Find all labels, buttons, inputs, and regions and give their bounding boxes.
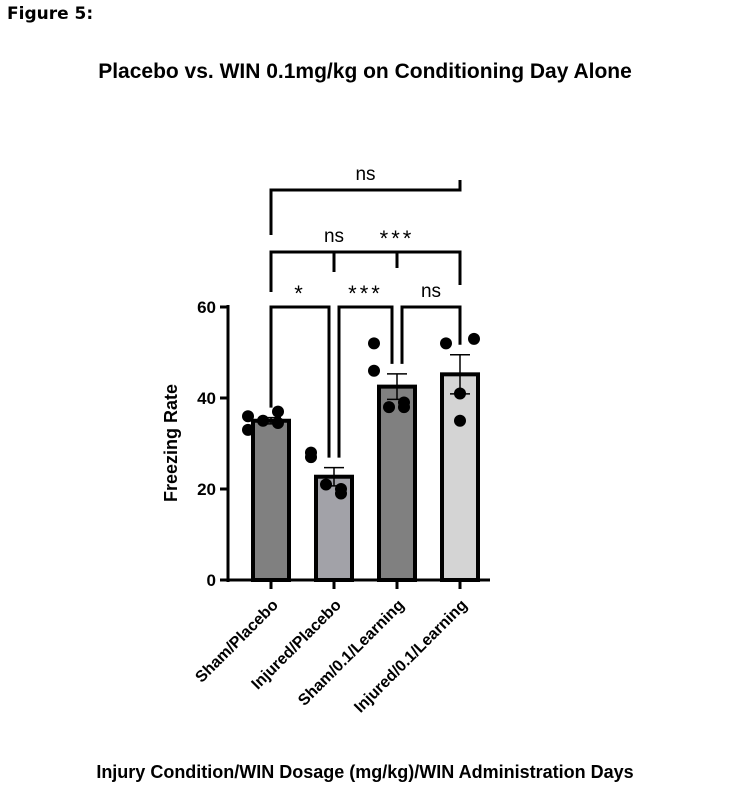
x-tick-label: Sham/0.1/Learning [295, 597, 408, 710]
significance-bracket [269, 180, 462, 235]
data-point [242, 423, 254, 436]
significance-bracket [332, 250, 462, 285]
y-tick-label: 20 [197, 480, 216, 499]
significance-label: ns [355, 164, 375, 185]
significance-label: *** [348, 281, 383, 306]
chart-title: Placebo vs. WIN 0.1mg/kg on Conditioning… [98, 60, 632, 83]
data-point [242, 410, 254, 423]
bar-3 [440, 372, 480, 582]
significance-label: *** [380, 226, 415, 251]
data-point [383, 401, 395, 414]
data-point [272, 417, 284, 430]
significance-label: ns [421, 281, 441, 302]
data-point [398, 401, 410, 414]
y-axis-label: Freezing Rate [161, 384, 181, 502]
x-axis-label: Injury Condition/WIN Dosage (mg/kg)/WIN … [96, 762, 633, 782]
data-point [272, 405, 284, 418]
data-point [454, 387, 466, 400]
significance-bracket [400, 305, 462, 364]
figure-label: Figure 5: [7, 4, 94, 24]
significance-bracket [337, 305, 394, 458]
y-tick-label: 40 [197, 389, 216, 408]
data-point [257, 414, 269, 427]
data-point [454, 414, 466, 427]
significance-bracket [269, 305, 331, 458]
data-point [468, 332, 480, 345]
data-point [335, 483, 347, 495]
significance-label: ns [324, 226, 344, 247]
data-point [440, 337, 452, 350]
data-point [368, 364, 380, 377]
y-tick-label: 0 [207, 571, 216, 590]
data-point [320, 478, 332, 491]
x-tick-label: Injured/0.1/Learning [351, 597, 471, 717]
data-point [305, 451, 317, 464]
data-point [368, 337, 380, 350]
y-tick-label: 60 [197, 298, 216, 317]
significance-label: * [294, 281, 306, 306]
bar-2 [377, 384, 417, 582]
bar-0 [251, 418, 291, 582]
